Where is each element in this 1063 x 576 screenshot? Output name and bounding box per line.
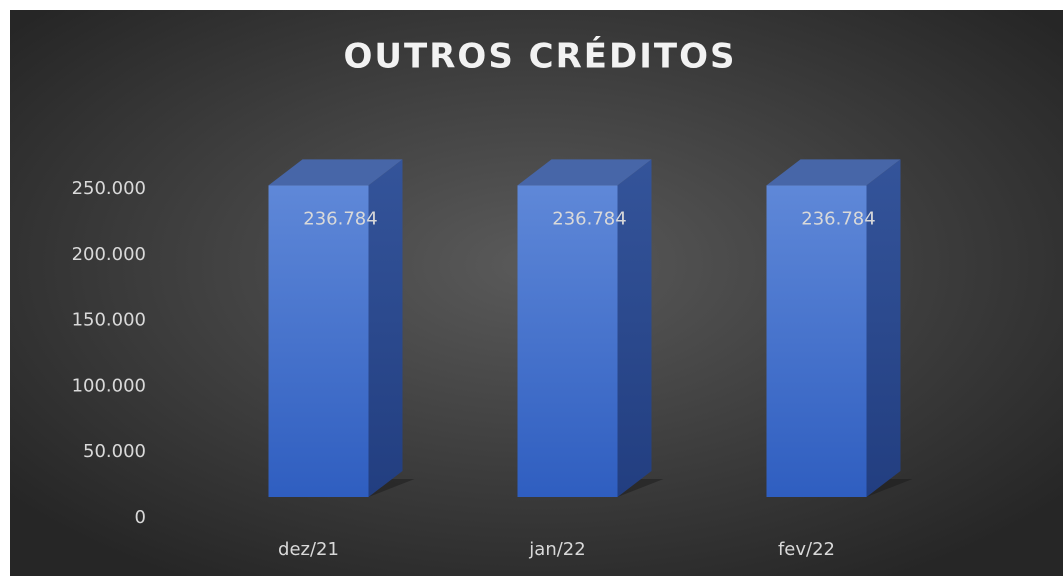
- bar-top: [517, 159, 652, 186]
- bar-side: [617, 159, 652, 497]
- data-label: 236.784: [801, 208, 875, 229]
- data-label: 236.784: [552, 208, 626, 229]
- y-tick-label: 200.000: [72, 244, 146, 265]
- x-tick-label: jan/22: [528, 539, 585, 560]
- bar-side: [866, 159, 901, 497]
- bar: [766, 185, 867, 497]
- y-tick-label: 150.000: [72, 310, 146, 331]
- bar-top: [268, 159, 403, 186]
- data-label: 236.784: [303, 208, 377, 229]
- y-tick-label: 100.000: [72, 375, 146, 396]
- bar: [268, 185, 369, 497]
- bar-top: [766, 159, 901, 186]
- x-tick-label: fev/22: [778, 539, 835, 560]
- y-tick-label: 0: [135, 507, 146, 528]
- chart-title: OUTROS CRÉDITOS: [344, 36, 737, 77]
- x-tick-label: dez/21: [278, 539, 339, 560]
- bar-side: [368, 159, 403, 497]
- bar: [517, 185, 618, 497]
- y-tick-label: 50.000: [83, 441, 146, 462]
- y-tick-label: 250.000: [72, 178, 146, 199]
